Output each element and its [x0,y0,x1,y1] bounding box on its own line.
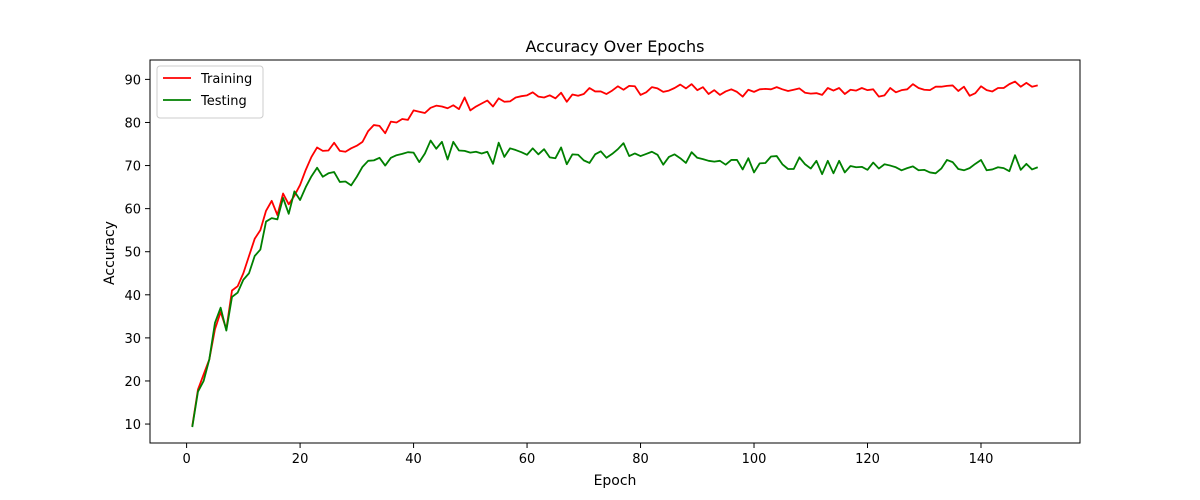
y-tick-label: 90 [124,73,141,88]
x-tick-label: 60 [519,452,536,467]
series-line-testing [191,139,1039,428]
y-tick-label: 80 [124,116,141,131]
y-tick-label: 50 [124,246,141,261]
x-tick-label: 80 [632,452,649,467]
series-layer [191,80,1039,428]
y-tick-label: 40 [124,289,141,304]
y-tick-label: 30 [124,332,141,347]
y-tick-label: 60 [124,203,141,218]
chart-title: Accuracy Over Epochs [525,37,704,56]
y-tick-label: 70 [124,160,141,175]
x-tick-label: 20 [292,452,309,467]
x-tick-label: 100 [742,452,767,467]
x-tick-label: 120 [855,452,880,467]
legend: Training Testing [156,65,264,119]
legend-label-training: Training [200,72,252,87]
axes-layer: 0 20 40 60 80 100 120 140 10 20 30 40 50 60 70 80 90 [124,59,1081,467]
x-tick-label: 0 [182,452,190,467]
series-line-training [191,80,1038,427]
x-tick-label: 40 [405,452,422,467]
y-tick-label: 10 [124,418,141,433]
x-axis-label: Epoch [594,473,637,489]
x-tick-label: 140 [969,452,994,467]
plot-frame [149,59,1081,444]
y-axis-label: Accuracy [102,221,118,285]
legend-box [156,65,264,119]
legend-label-testing: Testing [200,94,247,109]
y-tick-label: 20 [124,375,141,390]
